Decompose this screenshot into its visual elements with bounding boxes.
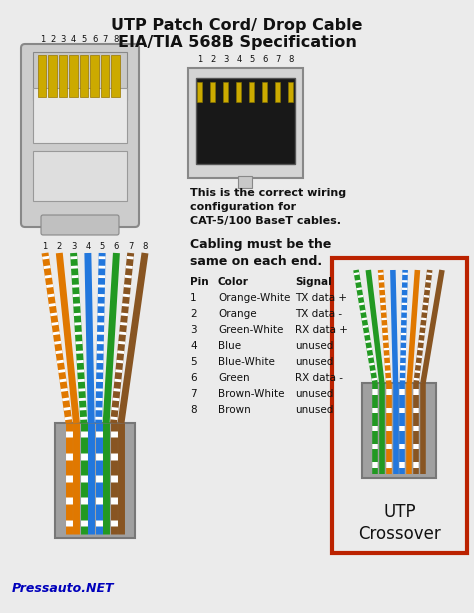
Text: TX data +: TX data + [295, 293, 347, 303]
Text: 8: 8 [142, 242, 148, 251]
Bar [55, 423, 135, 538]
Bar [263, 82, 267, 102]
Text: RX data -: RX data - [295, 373, 343, 383]
Bar [196, 78, 295, 164]
Text: Blue: Blue [218, 341, 241, 351]
Text: RX data +: RX data + [295, 325, 348, 335]
Bar [210, 82, 216, 102]
Bar [362, 383, 436, 478]
Text: 8: 8 [113, 35, 118, 44]
Bar [48, 55, 57, 97]
Bar [188, 68, 303, 178]
Bar [33, 151, 127, 201]
Bar [70, 55, 78, 97]
Text: 1: 1 [197, 55, 202, 64]
Text: 7: 7 [275, 55, 281, 64]
Text: Pin: Pin [190, 277, 209, 287]
Bar [249, 82, 255, 102]
Text: 6: 6 [114, 242, 119, 251]
Bar [275, 82, 281, 102]
Text: CAT-5/100 BaseT cables.: CAT-5/100 BaseT cables. [190, 216, 341, 226]
Text: 6: 6 [190, 373, 197, 383]
Text: 8: 8 [288, 55, 294, 64]
Text: Green: Green [218, 373, 250, 383]
Text: unused: unused [295, 405, 333, 415]
Bar [111, 55, 120, 97]
Text: 4: 4 [190, 341, 197, 351]
Text: 7: 7 [102, 35, 108, 44]
Text: Brown: Brown [218, 405, 251, 415]
Text: 5: 5 [249, 55, 255, 64]
Text: EIA/TIA 568B Specification: EIA/TIA 568B Specification [118, 35, 356, 50]
Text: 2: 2 [57, 242, 62, 251]
Text: Brown-White: Brown-White [218, 389, 284, 399]
Text: 3: 3 [61, 35, 66, 44]
Text: 3: 3 [190, 325, 197, 335]
Text: 1: 1 [42, 242, 47, 251]
FancyBboxPatch shape [41, 215, 119, 235]
Text: 8: 8 [190, 405, 197, 415]
Text: 7: 7 [128, 242, 133, 251]
Text: This is the correct wiring: This is the correct wiring [190, 188, 346, 198]
Text: 7: 7 [190, 389, 197, 399]
Bar [91, 55, 99, 97]
Text: UTP: UTP [383, 503, 416, 521]
Text: Orange-White: Orange-White [218, 293, 291, 303]
Text: 1: 1 [190, 293, 197, 303]
Bar [224, 82, 228, 102]
Text: 2: 2 [50, 35, 55, 44]
Text: 4: 4 [71, 35, 76, 44]
Bar [289, 82, 293, 102]
Text: unused: unused [295, 341, 333, 351]
Bar [332, 258, 467, 553]
Text: Pressauto.NET: Pressauto.NET [12, 582, 115, 595]
Text: 2: 2 [210, 55, 216, 64]
Text: same on each end.: same on each end. [190, 255, 322, 268]
Bar [198, 82, 202, 102]
Text: TX data -: TX data - [295, 309, 342, 319]
Bar [237, 82, 241, 102]
Text: unused: unused [295, 357, 333, 367]
Text: 2: 2 [190, 309, 197, 319]
Text: Color: Color [218, 277, 249, 287]
Text: Signal: Signal [295, 277, 332, 287]
Bar [38, 55, 46, 97]
Text: 5: 5 [100, 242, 105, 251]
Text: Crossover: Crossover [358, 525, 441, 543]
Text: Blue-White: Blue-White [218, 357, 275, 367]
Bar [101, 55, 109, 97]
Text: unused: unused [295, 389, 333, 399]
Bar [59, 55, 67, 97]
Text: 5: 5 [82, 35, 87, 44]
Text: 6: 6 [92, 35, 98, 44]
Text: UTP Patch Cord/ Drop Cable: UTP Patch Cord/ Drop Cable [111, 18, 363, 33]
Bar [238, 176, 252, 188]
Text: 4: 4 [85, 242, 91, 251]
Bar [33, 52, 127, 100]
Bar [80, 55, 89, 97]
Text: 6: 6 [262, 55, 268, 64]
Text: Orange: Orange [218, 309, 256, 319]
Text: 3: 3 [71, 242, 76, 251]
Text: Green-White: Green-White [218, 325, 283, 335]
Text: 4: 4 [237, 55, 242, 64]
Text: 1: 1 [40, 35, 45, 44]
Bar [33, 88, 127, 143]
Text: 5: 5 [190, 357, 197, 367]
Text: 3: 3 [223, 55, 228, 64]
Text: configuration for: configuration for [190, 202, 296, 212]
FancyBboxPatch shape [21, 44, 139, 227]
Text: Cabling must be the: Cabling must be the [190, 238, 331, 251]
